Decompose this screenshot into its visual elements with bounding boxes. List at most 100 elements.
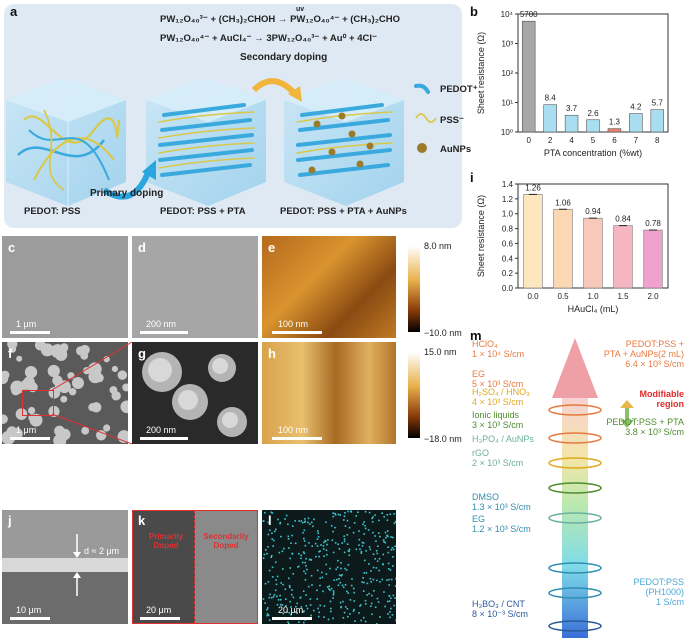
eds-dot	[291, 534, 293, 537]
conductivity-entry-name: H₂SO₄ / HNO₃	[472, 387, 530, 397]
chart-b-value-label: 1.3	[609, 118, 621, 127]
sem-particle	[48, 386, 61, 399]
scale-text-k: 20 μm	[146, 605, 172, 615]
eds-dot	[371, 613, 373, 616]
eds-dot	[373, 590, 375, 592]
chart-i-ytick-label: 1.0	[502, 210, 514, 219]
eds-dot	[323, 541, 325, 544]
eds-dot	[358, 612, 360, 614]
eds-dot	[298, 552, 300, 555]
eds-dot	[297, 565, 299, 568]
sem-particle	[117, 370, 128, 380]
chart-b-bar	[564, 114, 579, 133]
eds-dot	[316, 589, 318, 592]
chart-b-value-label: 2.6	[587, 109, 599, 118]
eds-dot	[314, 542, 317, 545]
eds-dot	[376, 579, 378, 582]
chart-b: 10⁰ 10¹ 10² 10³ 10⁴ 5700 0 8.4 2 3.7 4 2.6 5 1.3 6 4.2 7…	[476, 10, 669, 158]
eds-dot	[308, 558, 311, 561]
eds-dot	[313, 518, 315, 521]
eds-dot	[325, 573, 328, 575]
legend-pedot-label: PEDOT⁺	[440, 84, 478, 95]
eds-dot	[347, 564, 350, 566]
eds-dot	[386, 535, 389, 537]
eds-dot	[383, 516, 385, 518]
caption-pedot-pss-pta: PEDOT: PSS + PTA	[160, 206, 246, 217]
chart-b-bar	[629, 113, 643, 133]
eds-dot	[326, 586, 329, 588]
eds-dot	[267, 545, 269, 548]
eds-dot	[331, 539, 334, 542]
sem-image-g	[132, 342, 258, 444]
chart-i-ylabel: Sheet resistance (Ω)	[476, 195, 486, 277]
conductivity-entry-text: region	[656, 399, 684, 409]
conductivity-entry-value: 3 × 10³ S/cm	[472, 420, 524, 430]
chart-i-ytick-label: 0.8	[502, 225, 514, 234]
eds-dot	[342, 519, 345, 521]
eds-dot	[353, 600, 356, 602]
eds-dot	[273, 593, 276, 596]
eds-dot	[267, 533, 270, 536]
eds-dot	[266, 614, 269, 617]
eds-dot	[316, 598, 319, 600]
panel-b-label: b	[470, 4, 478, 19]
eds-dot	[370, 602, 373, 605]
conductivity-entry-name: HClO₄	[472, 339, 498, 349]
sem-particle	[15, 408, 28, 420]
eds-dot	[364, 603, 367, 605]
conductivity-entry-left: EG 1.2 × 10³ S/cm	[472, 514, 531, 534]
eds-dot	[374, 514, 376, 516]
eds-dot	[392, 565, 394, 567]
eds-dot	[359, 605, 361, 607]
eds-dot	[388, 578, 390, 581]
scale-bar-g	[140, 437, 188, 440]
eds-dot	[392, 594, 395, 597]
eds-dot	[275, 583, 278, 586]
eds-dot	[301, 561, 304, 564]
eds-dot	[382, 553, 385, 556]
eds-dot	[387, 600, 389, 603]
chart-i-ytick-label: 0.4	[502, 254, 514, 263]
eds-dot	[332, 530, 334, 533]
eds-dot	[266, 552, 268, 555]
eds-dot	[391, 614, 394, 616]
conductivity-entry-left: H₂SO₄ / HNO₃ 4 × 10³ S/cm	[472, 387, 530, 407]
eds-dot	[262, 520, 264, 522]
eds-dot	[312, 525, 314, 528]
eds-dot	[288, 547, 290, 549]
eds-dot	[340, 567, 342, 570]
eds-dot	[339, 581, 342, 584]
eds-dot	[345, 569, 348, 571]
eds-dot	[289, 586, 291, 589]
eds-dot	[303, 529, 306, 532]
eds-dot	[359, 548, 361, 551]
eds-dot	[264, 602, 266, 604]
eds-dot	[289, 600, 291, 603]
eds-dot	[292, 596, 295, 599]
primarily-doped-label: Primarily Doped	[148, 532, 184, 550]
eds-dot	[368, 546, 371, 548]
eds-dot	[370, 570, 372, 572]
eds-dot	[390, 548, 393, 551]
eds-dot	[330, 610, 332, 613]
eds-dot	[377, 601, 380, 603]
eds-dot	[369, 605, 372, 607]
eds-dot	[294, 520, 296, 522]
eds-dot	[326, 543, 328, 546]
eds-dot	[287, 535, 290, 538]
eds-dot	[274, 561, 277, 564]
eds-dot	[301, 521, 304, 524]
sem-particle	[24, 366, 38, 379]
eds-dot	[386, 530, 389, 532]
eds-dot	[304, 579, 307, 581]
eds-dot	[318, 555, 320, 558]
eds-dot	[294, 542, 297, 545]
sem-particle	[2, 373, 9, 385]
eds-dot	[307, 521, 309, 524]
chart-i-ytick-label: 0.6	[502, 239, 514, 248]
eds-dot	[327, 618, 330, 621]
chart-b-bar	[586, 119, 600, 133]
conductivity-arrow	[548, 338, 602, 638]
eds-dot	[375, 567, 378, 569]
eds-dot	[384, 605, 386, 608]
